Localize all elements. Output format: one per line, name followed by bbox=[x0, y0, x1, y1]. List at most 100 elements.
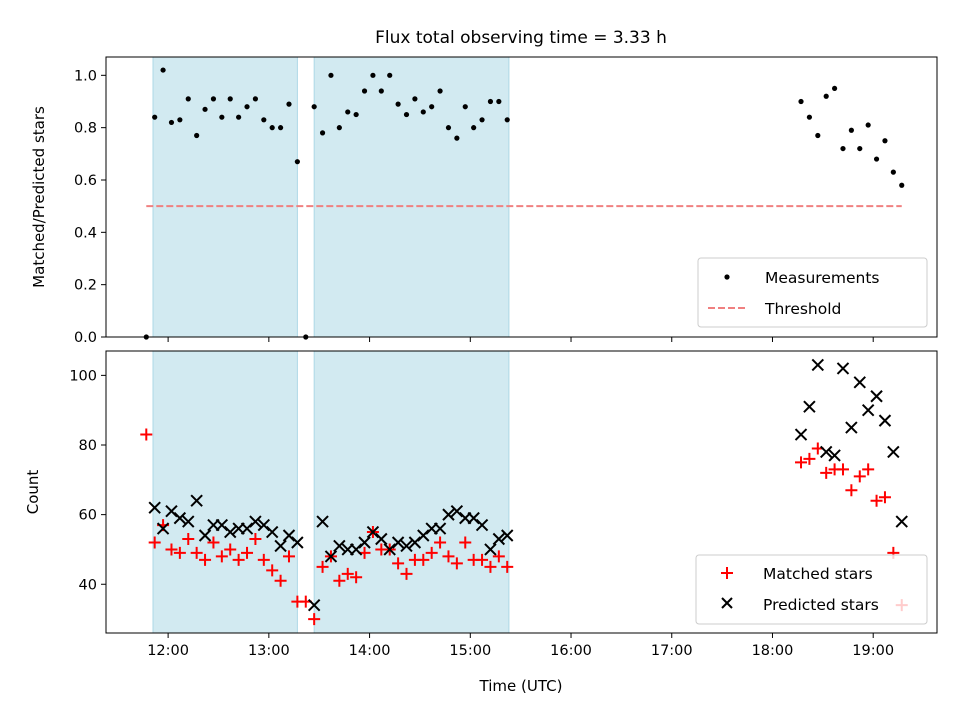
predicted-star-point bbox=[417, 529, 430, 542]
measurement-point bbox=[831, 85, 838, 92]
predicted-star-point bbox=[198, 529, 212, 542]
predicted-star-point bbox=[240, 522, 254, 535]
predicted-star-point bbox=[819, 445, 833, 459]
matched-star-point bbox=[501, 560, 514, 573]
ratio-y-tick-label: 0.0 bbox=[74, 330, 97, 346]
matched-star-point bbox=[484, 560, 497, 573]
matched-star-point bbox=[350, 571, 363, 584]
matched-star-point bbox=[836, 463, 849, 476]
measurement-point bbox=[798, 98, 804, 105]
predicted-star-point bbox=[190, 494, 203, 507]
measurement-point bbox=[873, 156, 880, 162]
measurement-point bbox=[210, 96, 217, 102]
measurement-point bbox=[361, 88, 368, 94]
count-y-axis-label: Count bbox=[24, 470, 42, 515]
matched-star-point bbox=[333, 574, 346, 587]
matched-star-point bbox=[190, 546, 203, 559]
ratio-panel: 0.0 0.2 0.4 0.6 0.8 1.0 Matched/Predicted sta… bbox=[30, 56, 938, 346]
measurement-point bbox=[487, 98, 494, 105]
measurement-point bbox=[336, 125, 342, 131]
measurement-point bbox=[387, 72, 393, 78]
matched-star-point bbox=[232, 553, 245, 566]
measurement-point bbox=[848, 127, 854, 133]
measurement-point bbox=[328, 72, 334, 78]
measurement-point bbox=[345, 109, 351, 115]
measurement-point bbox=[168, 119, 175, 126]
matched-star-point bbox=[257, 553, 270, 566]
matched-star-point bbox=[795, 456, 808, 469]
measurement-point bbox=[160, 67, 166, 73]
count-shaded-bands bbox=[152, 350, 510, 634]
matched-star-point bbox=[241, 546, 254, 559]
predicted-star-point bbox=[878, 414, 892, 427]
ratio-y-axis-label: Matched/Predicted stars bbox=[30, 106, 48, 288]
predicted-star-point bbox=[257, 518, 271, 532]
count-shaded-band-1 bbox=[313, 350, 510, 634]
measurement-point bbox=[445, 125, 452, 131]
matched-star-point bbox=[459, 536, 472, 549]
predicted-star-point bbox=[408, 536, 422, 549]
predicted-star-point bbox=[358, 536, 371, 549]
measurement-point bbox=[261, 117, 267, 123]
measurement-point bbox=[823, 93, 829, 99]
predicted-star-point bbox=[375, 532, 388, 546]
legend-matched-swatch bbox=[721, 567, 733, 579]
matched-star-point bbox=[182, 533, 195, 545]
count-panel: 12:00 13:00 14:00 15:00 16:00 17:00 18:00 19:00… bbox=[24, 350, 938, 659]
matched-star-point bbox=[207, 536, 220, 549]
predicted-star-point bbox=[870, 390, 883, 403]
predicted-star-point bbox=[391, 536, 405, 549]
legend-measurements-swatch bbox=[724, 274, 730, 280]
measurement-point bbox=[252, 96, 259, 102]
predicted-star-point bbox=[282, 529, 296, 542]
matched-star-point bbox=[199, 553, 212, 566]
measurement-point bbox=[471, 125, 477, 131]
x-tick-label: 17:00 bbox=[651, 643, 693, 659]
measurement-point bbox=[227, 96, 233, 102]
matched-star-point bbox=[392, 557, 405, 570]
measurement-point bbox=[857, 145, 863, 152]
measurement-point bbox=[311, 104, 317, 110]
matched-star-point bbox=[148, 536, 161, 549]
ratio-shaded-bands bbox=[152, 56, 510, 338]
measurement-point bbox=[378, 88, 384, 94]
matched-star-point bbox=[282, 550, 295, 563]
measurement-point bbox=[277, 125, 284, 131]
count-y-tick-label: 100 bbox=[69, 368, 97, 384]
matched-star-point bbox=[165, 543, 178, 556]
measurement-point bbox=[840, 145, 846, 152]
ratio-x-ticks bbox=[167, 337, 874, 342]
measurement-point bbox=[395, 101, 401, 107]
count-y-tick-label: 40 bbox=[79, 577, 97, 593]
measurement-point bbox=[177, 117, 183, 123]
matched-star-point bbox=[316, 560, 329, 573]
ratio-shaded-band-1 bbox=[313, 56, 510, 338]
predicted-star-point bbox=[316, 515, 329, 528]
predicted-star-point bbox=[442, 508, 455, 521]
matched-star-point bbox=[878, 491, 891, 504]
ratio-y-ticks: 0.0 0.2 0.4 0.6 0.8 1.0 bbox=[74, 68, 106, 346]
count-shaded-band-0 bbox=[152, 350, 298, 634]
measurement-point bbox=[185, 96, 191, 102]
measurement-point bbox=[454, 135, 460, 141]
predicted-star-point bbox=[215, 518, 229, 532]
matched-star-point bbox=[450, 557, 463, 570]
count-marks bbox=[140, 358, 908, 626]
ratio-y-tick-label: 0.6 bbox=[74, 173, 97, 189]
ratio-marks bbox=[143, 67, 905, 340]
measurement-point bbox=[496, 98, 502, 105]
predicted-star-point bbox=[794, 428, 808, 441]
predicted-star-point bbox=[836, 362, 850, 375]
matched-star-point bbox=[442, 550, 455, 563]
measurement-point bbox=[815, 132, 821, 139]
predicted-star-point bbox=[291, 536, 304, 549]
measurement-point bbox=[899, 182, 905, 188]
measurement-point bbox=[236, 114, 242, 120]
measurement-point bbox=[462, 104, 468, 110]
ratio-shaded-band-0 bbox=[152, 56, 298, 338]
predicted-star-point bbox=[349, 543, 363, 556]
predicted-star-point bbox=[501, 529, 514, 542]
predicted-star-point bbox=[182, 515, 195, 528]
predicted-star-point bbox=[249, 515, 262, 528]
predicted-star-point bbox=[366, 525, 380, 539]
